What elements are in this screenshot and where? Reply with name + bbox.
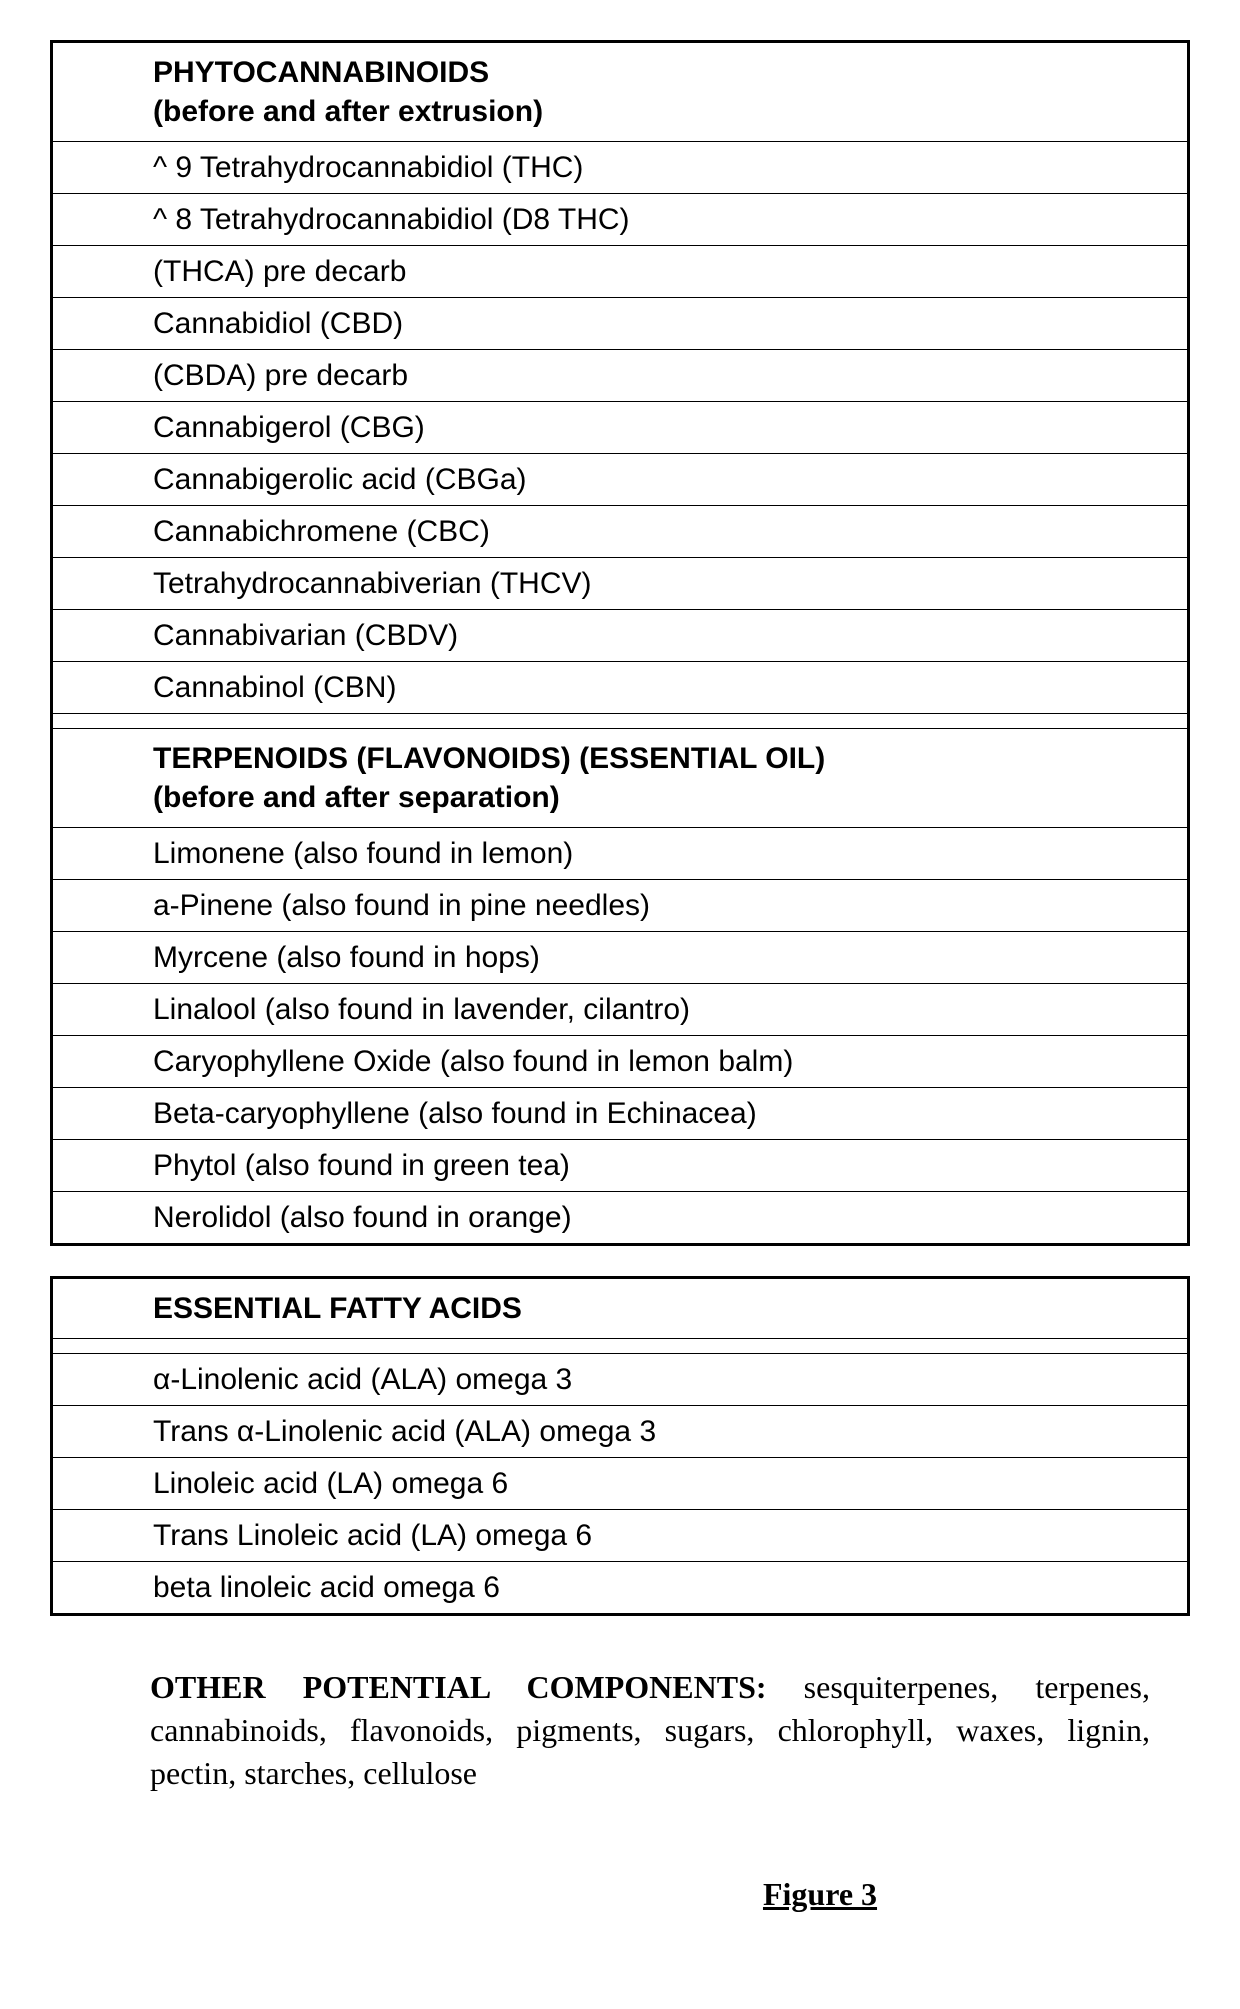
table-row: Cannabigerol (CBG) bbox=[52, 402, 1189, 454]
data-table: ESSENTIAL FATTY ACIDS α-Linolenic acid (A… bbox=[50, 1276, 1190, 1616]
other-components-lead: OTHER POTENTIAL COMPONENTS: bbox=[150, 1669, 767, 1705]
table-row: Linoleic acid (LA) omega 6 bbox=[52, 1458, 1189, 1510]
table-row: Trans Linoleic acid (LA) omega 6 bbox=[52, 1510, 1189, 1562]
table-row: Myrcene (also found in hops) bbox=[52, 932, 1189, 984]
table-row: (CBDA) pre decarb bbox=[52, 350, 1189, 402]
section-header: TERPENOIDS (FLAVONOIDS) (ESSENTIAL OIL) … bbox=[52, 729, 1189, 828]
table-row: Cannabinol (CBN) bbox=[52, 662, 1189, 714]
data-table: PHYTOCANNABINOIDS (before and after extr… bbox=[50, 40, 1190, 1246]
table-row: Caryophyllene Oxide (also found in lemon… bbox=[52, 1036, 1189, 1088]
table-row: a-Pinene (also found in pine needles) bbox=[52, 880, 1189, 932]
table-row: Cannabichromene (CBC) bbox=[52, 506, 1189, 558]
table-row: ^ 8 Tetrahydrocannabidiol (D8 THC) bbox=[52, 194, 1189, 246]
table-row: Tetrahydrocannabiverian (THCV) bbox=[52, 558, 1189, 610]
table-row: α-Linolenic acid (ALA) omega 3 bbox=[52, 1354, 1189, 1406]
tables-container: PHYTOCANNABINOIDS (before and after extr… bbox=[50, 40, 1190, 1616]
table-row: beta linoleic acid omega 6 bbox=[52, 1562, 1189, 1615]
other-components-paragraph: OTHER POTENTIAL COMPONENTS: sesquiterpen… bbox=[50, 1666, 1190, 1796]
table-row: Beta-caryophyllene (also found in Echina… bbox=[52, 1088, 1189, 1140]
table-row: Phytol (also found in green tea) bbox=[52, 1140, 1189, 1192]
section-header: PHYTOCANNABINOIDS (before and after extr… bbox=[52, 42, 1189, 142]
table-row: ^ 9 Tetrahydrocannabidiol (THC) bbox=[52, 142, 1189, 194]
table-row: Limonene (also found in lemon) bbox=[52, 828, 1189, 880]
table-row: Nerolidol (also found in orange) bbox=[52, 1192, 1189, 1245]
table-row: Cannabidiol (CBD) bbox=[52, 298, 1189, 350]
spacer-cell bbox=[52, 714, 1189, 729]
spacer-cell bbox=[52, 1339, 1189, 1354]
figure-label: Figure 3 bbox=[50, 1876, 1190, 1913]
table-row: Cannabivarian (CBDV) bbox=[52, 610, 1189, 662]
section-header: ESSENTIAL FATTY ACIDS bbox=[52, 1278, 1189, 1339]
table-row: Trans α-Linolenic acid (ALA) omega 3 bbox=[52, 1406, 1189, 1458]
table-row: (THCA) pre decarb bbox=[52, 246, 1189, 298]
table-row: Cannabigerolic acid (CBGa) bbox=[52, 454, 1189, 506]
table-row: Linalool (also found in lavender, cilant… bbox=[52, 984, 1189, 1036]
